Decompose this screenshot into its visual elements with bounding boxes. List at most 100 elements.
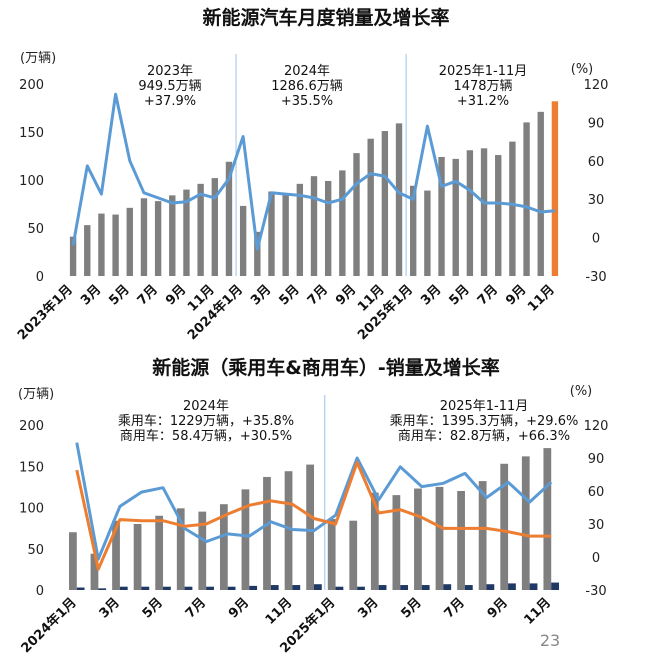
y-right-tick: 120 [584,419,609,434]
growth-line-secondary [75,460,552,571]
bar-commercial-sales [184,586,193,590]
bar-commercial-sales [227,586,236,590]
annotation-line: 2024年 [284,64,330,79]
bar-passenger-sales [155,515,164,590]
annotation-line: 949.5万辆 [138,79,201,94]
y-right-tick: -30 [585,270,606,285]
bar-monthly-sales [197,183,204,276]
x-tick-label: 11月 [525,282,558,315]
y-right-tick: -30 [585,584,606,599]
bar-passenger-sales [90,553,99,590]
bar-monthly-sales [154,201,162,276]
bar-commercial-sales [508,583,516,590]
annotation-line: 1286.6万辆 [271,79,343,94]
bar-commercial-sales [141,586,150,590]
x-tick-label: 11月 [521,595,554,628]
bar-monthly-sales [239,205,247,276]
bar-passenger-sales [133,524,142,590]
y-right-tick: 120 [584,78,609,93]
bar-monthly-sales [452,158,459,276]
bar-monthly-sales [367,138,374,276]
bar-monthly-sales [211,178,218,276]
bar-passenger-sales [284,471,293,590]
bar-commercial-sales [335,586,344,590]
chart-title: 新能源（乘用车&商用车）-销量及增长率 [152,356,499,379]
bar-monthly-sales [424,190,431,276]
bar-commercial-sales [76,587,85,590]
bar-passenger-sales [349,520,358,590]
x-tick-label: 3月 [78,282,104,308]
bar-commercial-sales [292,585,301,590]
bar-monthly-sales [466,150,474,276]
x-tick-label: 5月 [276,282,302,308]
x-tick-label: 7月 [442,595,468,621]
annotation-line: 商用车：82.8万辆，+66.3% [398,428,570,444]
y-right-tick: 60 [588,485,605,500]
monthly-sales-chart: 新能源汽车月度销量及增长率 (万辆) (%) 0 50 100 150 200 -30 0 30 60… [14,6,608,343]
annotation-line: 乘用车：1229万辆，+35.8% [118,413,294,429]
bar-monthly-sales [324,180,332,276]
bar-passenger-sales [327,519,336,590]
bar-commercial-sales [249,585,258,590]
bar-commercial-sales [443,584,452,590]
x-tick-label: 7月 [135,282,161,308]
x-tick-label: 3月 [418,282,444,308]
y-right-tick: 90 [588,116,605,131]
bar-commercial-sales [163,586,171,590]
x-tick-label: 2023年1月 [14,282,76,344]
bar-passenger-sales [543,448,552,590]
annotation-line: +35.5% [281,94,333,109]
annotation-line: +31.2% [457,94,509,109]
x-tick-label: 3月 [355,595,381,621]
y-left-tick: 0 [36,270,44,285]
bar-commercial-sales [119,586,128,590]
bar-monthly-sales [480,148,488,276]
x-tick-label: 11月 [263,595,296,628]
bar-passenger-sales [457,491,465,590]
bar-passenger-sales [478,481,487,590]
bar-commercial-sales [98,588,107,590]
bar-latest-month [551,101,559,276]
bar-monthly-sales [296,183,304,276]
x-tick-label: 5月 [447,282,473,308]
bar-passenger-sales [69,532,77,590]
bar-monthly-sales [410,185,417,276]
chart-title: 新能源汽车月度销量及增长率 [202,6,449,29]
y-right-tick: 30 [588,193,605,208]
annotation-line: 乘用车：1395.3万辆，+29.6% [390,413,579,429]
segment-sales-chart: 新能源（乘用车&商用车）-销量及增长率 (万辆) (%) 0 50 100 150 200 -3… [18,356,608,656]
x-tick-label: 7月 [305,282,331,308]
page-number: 23 [540,631,560,650]
bar-commercial-sales [378,585,387,590]
x-tick-label: 5月 [140,595,166,621]
bar-passenger-sales [198,511,207,590]
y-left-tick: 0 [36,584,44,599]
bar-monthly-sales [225,161,233,276]
bar-passenger-sales [176,508,185,590]
bar-monthly-sales [140,198,148,276]
bar-commercial-sales [400,585,409,590]
bar-commercial-sales [486,584,495,590]
growth-line [71,92,556,251]
y-left-tick: 50 [27,222,44,237]
y-right-unit: (%) [571,62,594,77]
bar-passenger-sales [112,520,120,590]
bar-monthly-sales [183,189,190,276]
annotation-line: 2025年1-11月 [440,399,529,414]
bar-monthly-sales [509,141,516,276]
y-right-tick: 90 [588,452,605,467]
bar-monthly-sales [495,155,502,276]
annotation-line: 1478万辆 [453,79,512,94]
bar-commercial-sales [421,585,430,590]
y-left-tick: 100 [19,174,44,189]
bar-monthly-sales [84,225,91,276]
bar-monthly-sales [169,195,176,276]
annotation-line: 商用车：58.4万辆，+30.5% [120,428,292,444]
y-right-tick: 60 [588,155,605,170]
bar-commercial-sales [464,585,473,590]
bar-monthly-sales [69,236,77,276]
annotation-line: 2024年 [183,399,229,414]
y-right-unit: (%) [570,384,593,399]
bar-passenger-sales [500,463,509,590]
